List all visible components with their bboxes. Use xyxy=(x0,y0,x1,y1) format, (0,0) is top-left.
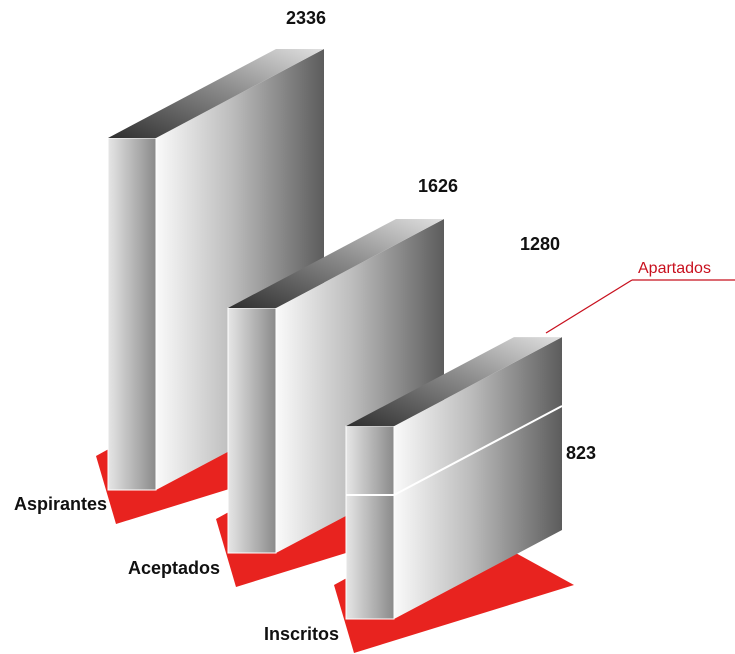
bar-top-aceptados xyxy=(228,218,444,308)
bar-side-inscritos xyxy=(394,337,562,619)
category-label-inscritos: Inscritos xyxy=(264,624,339,644)
bar-front-aceptados xyxy=(227,307,277,554)
bar-front-inscritos xyxy=(345,425,395,620)
value-label-inscritos-lower: 823 xyxy=(566,443,596,463)
category-label-aspirantes: Aspirantes xyxy=(14,494,107,514)
value-label-aspirantes: 2336 xyxy=(286,8,326,28)
bar-front-aspirantes xyxy=(107,137,157,491)
apartados-annotation: Apartados xyxy=(638,260,711,277)
value-label-aceptados: 1626 xyxy=(418,176,458,196)
bar-top-inscritos xyxy=(346,337,562,427)
apartados-leader-line xyxy=(545,279,633,334)
bar-top-aspirantes xyxy=(108,49,324,138)
category-label-aceptados: Aceptados xyxy=(128,558,220,578)
value-label-inscritos: 1280 xyxy=(520,234,560,254)
bar-segment-divider-inscritos xyxy=(346,405,563,496)
